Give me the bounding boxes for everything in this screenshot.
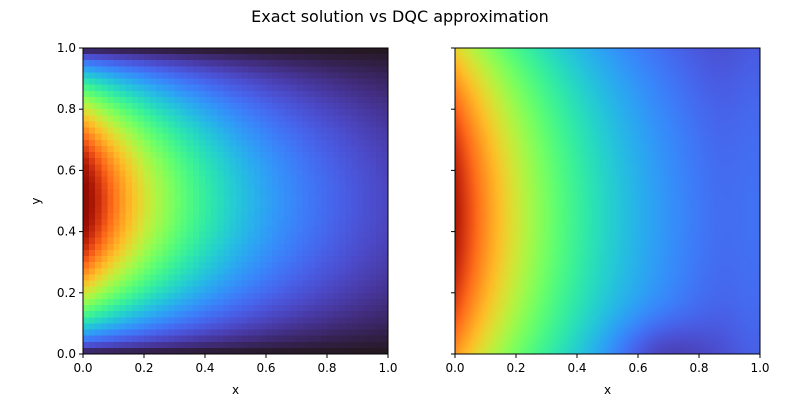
y-axis-label: y (29, 197, 43, 204)
axes-frame-right (454, 47, 761, 355)
x-tick-label: 0.4 (195, 361, 214, 375)
y-tick-label: 0.4 (57, 225, 76, 239)
heatmap-image-left (83, 48, 388, 354)
x-tick-label: 0.2 (506, 361, 525, 375)
y-tick-label: 0.0 (57, 347, 76, 361)
y-tick-label: 0.6 (57, 163, 76, 177)
axes-frame-left (82, 47, 389, 355)
x-tick-label: 0.6 (256, 361, 275, 375)
x-tick-label: 0.6 (628, 361, 647, 375)
heatmap-panel-left: 0.0 0.2 0.4 0.6 0.8 1.0 0.0 0.2 0.4 0.6 0.8 1.0 x y (29, 41, 398, 397)
y-tick-label: 0.8 (57, 102, 76, 116)
heatmap-image-right (455, 48, 760, 354)
figure-title: Exact solution vs DQC approximation (251, 7, 549, 26)
x-tick-label: 0.0 (73, 361, 92, 375)
y-tick-label: 1.0 (57, 41, 76, 55)
x-tick-label: 0.8 (317, 361, 336, 375)
x-tick-label: 1.0 (378, 361, 397, 375)
x-axis-label: x (604, 383, 611, 397)
x-tick-label: 0.4 (567, 361, 586, 375)
x-tick-label: 0.8 (689, 361, 708, 375)
y-tick-label: 0.2 (57, 286, 76, 300)
x-tick-label: 1.0 (750, 361, 769, 375)
x-axis-label: x (232, 383, 239, 397)
heatmap-panel-right: 0.0 0.2 0.4 0.6 0.8 1.0 x (445, 47, 770, 397)
x-tick-label: 0.0 (445, 361, 464, 375)
x-tick-label: 0.2 (134, 361, 153, 375)
